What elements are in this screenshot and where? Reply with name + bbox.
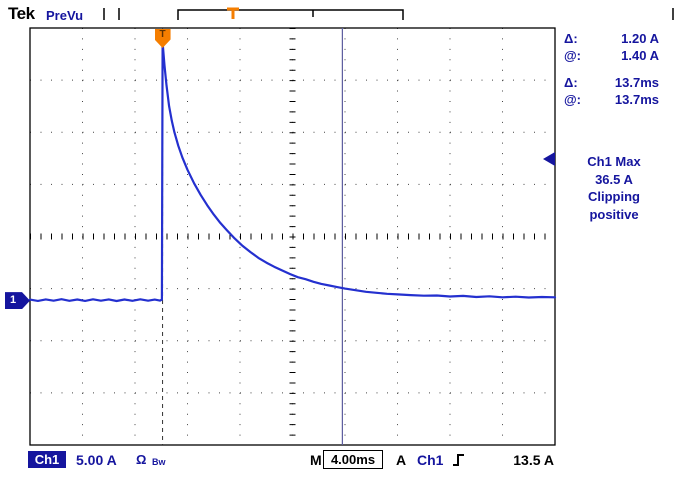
measurement-warning-line2: positive xyxy=(589,206,639,222)
ch1-trace xyxy=(28,41,557,303)
cursor-at-time-value: 13.7ms xyxy=(614,92,659,107)
measurement-panel: Δ: 1.20 A @: 1.40 A Δ: 13.7ms @: 13.7ms xyxy=(558,30,672,108)
cursor-delta-time-row: Δ: 13.7ms xyxy=(558,74,672,91)
main-timebase-label: M xyxy=(310,452,322,468)
brand-logo: Tek xyxy=(8,4,35,23)
trigger-level-arrow-icon xyxy=(543,152,555,167)
cursor-at-time-label: @: xyxy=(564,92,582,107)
cursor-delta-time-label: Δ: xyxy=(564,75,578,90)
vertical-scale-readout: 5.00 A xyxy=(76,452,117,468)
cursor-at-amps-value: 1.40 A xyxy=(621,48,659,63)
cursor-at-amps-label: @: xyxy=(564,48,582,63)
timebase-readout: 4.00ms xyxy=(323,450,383,469)
channel1-badge: Ch1 xyxy=(28,451,66,468)
coupling-impedance-icon: Ω xyxy=(136,452,147,467)
measurement-value: 36.5 A xyxy=(595,171,633,187)
record-view-window-bracket xyxy=(177,9,404,20)
channel1-ground-marker: 1 xyxy=(5,292,30,310)
trigger-level-readout: 13.5 A xyxy=(513,452,554,468)
cursor-at-time-row: @: 13.7ms xyxy=(558,91,672,108)
trigger-source-readout: Ch1 xyxy=(417,452,444,468)
cursor-delta-amps-row: Δ: 1.20 A xyxy=(558,30,672,47)
bandwidth-limit-icon: Bw xyxy=(152,457,166,467)
rising-edge-icon xyxy=(452,452,466,473)
trigger-system-label: A xyxy=(396,452,407,468)
ch1-max-readout: Ch1 Max 36.5 A Clipping positive xyxy=(553,153,675,223)
cursor-delta-amps-value: 1.20 A xyxy=(621,31,659,46)
trigger-position-marker: T xyxy=(154,29,171,48)
cursor-delta-time-value: 13.7ms xyxy=(614,75,659,90)
acquisition-mode-label: PreVu xyxy=(46,8,84,23)
status-bar: Ch1 5.00 A Ω Bw M 4.00ms A Ch1 13.5 A xyxy=(0,450,679,474)
measurement-source-label: Ch1 Max xyxy=(587,154,641,169)
cursor-at-amps-row: @: 1.40 A xyxy=(558,47,672,64)
graticule-border xyxy=(29,27,556,446)
cursor-delta-amps-label: Δ: xyxy=(564,31,578,46)
measurement-warning-line1: Clipping xyxy=(588,189,640,204)
